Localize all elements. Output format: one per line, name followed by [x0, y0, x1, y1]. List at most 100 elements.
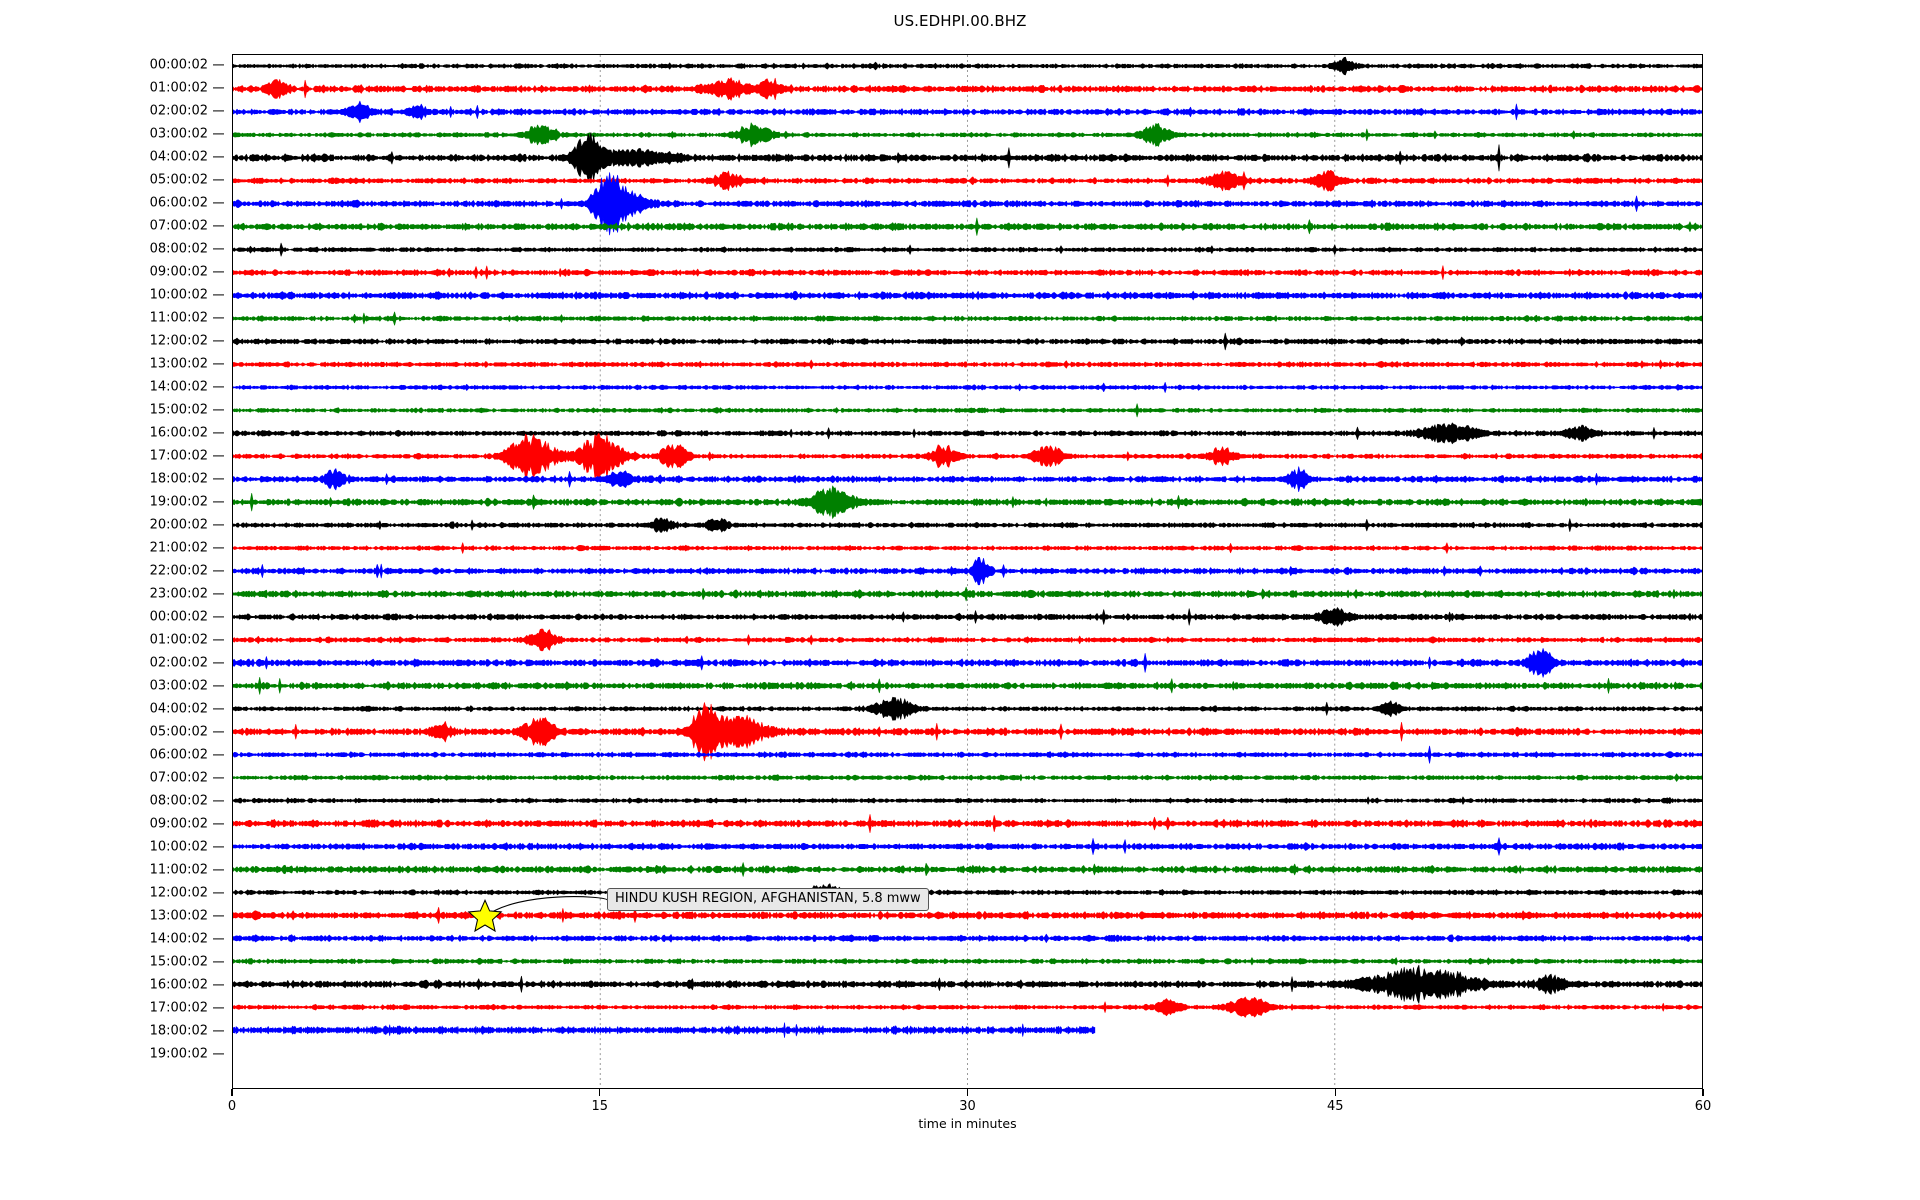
waveform-trace [233, 796, 1702, 805]
y-tick-label: 18:00:02 [149, 471, 208, 487]
waveform-trace [233, 290, 1702, 301]
y-tick-mark [213, 869, 224, 871]
waveform-trace [233, 996, 1702, 1018]
waveform-trace [233, 100, 1702, 124]
x-tick-mark [231, 1089, 233, 1096]
y-tick-mark [213, 340, 224, 342]
y-tick-mark [213, 708, 224, 710]
waveform-trace [233, 542, 1702, 554]
y-tick-label: 07:00:02 [149, 218, 208, 234]
y-tick-label: 10:00:02 [149, 839, 208, 855]
waveform-trace [233, 837, 1702, 856]
waveform-trace [233, 122, 1702, 148]
y-tick-mark [213, 662, 224, 664]
y-tick-label: 14:00:02 [149, 379, 208, 395]
y-tick-mark [213, 961, 224, 963]
y-tick-label: 15:00:02 [149, 954, 208, 970]
y-tick-mark [213, 501, 224, 503]
x-tick-label: 15 [591, 1099, 609, 1114]
y-tick-label: 13:00:02 [149, 908, 208, 924]
y-tick-mark [213, 271, 224, 273]
y-tick-mark [213, 846, 224, 848]
y-tick-label: 02:00:02 [149, 655, 208, 671]
waveform-trace [233, 242, 1702, 257]
y-tick-label: 11:00:02 [149, 310, 208, 326]
waveform-trace [233, 169, 1702, 192]
y-tick-label: 22:00:02 [149, 563, 208, 579]
y-tick-label: 17:00:02 [149, 448, 208, 464]
x-tick-mark [599, 1089, 601, 1096]
y-tick-label: 08:00:02 [149, 241, 208, 257]
y-tick-label: 09:00:02 [149, 816, 208, 832]
y-tick-label: 06:00:02 [149, 195, 208, 211]
y-tick-mark [213, 432, 224, 434]
y-tick-mark [213, 133, 224, 135]
y-tick-label: 17:00:02 [149, 1000, 208, 1016]
y-tick-label: 10:00:02 [149, 287, 208, 303]
y-tick-label: 06:00:02 [149, 747, 208, 763]
y-tick-mark [213, 754, 224, 756]
y-tick-label: 09:00:02 [149, 264, 208, 280]
waveform-trace [233, 311, 1702, 326]
y-tick-label: 14:00:02 [149, 931, 208, 947]
waveform-trace [233, 906, 1702, 924]
waveform-trace [233, 172, 1702, 236]
y-tick-label: 03:00:02 [149, 126, 208, 142]
waveform-trace [233, 432, 1702, 480]
y-tick-label: 08:00:02 [149, 793, 208, 809]
waveform-trace [233, 607, 1702, 627]
plot-area [232, 54, 1703, 1089]
y-tick-mark [213, 386, 224, 388]
y-tick-mark [213, 202, 224, 204]
y-tick-mark [213, 915, 224, 917]
x-tick-mark [966, 1089, 969, 1096]
waveform-trace [233, 77, 1702, 101]
y-tick-mark [213, 225, 224, 227]
waveform-traces [233, 55, 1702, 1088]
y-tick-mark [213, 87, 224, 89]
waveform-trace [233, 556, 1702, 586]
y-tick-label: 15:00:02 [149, 402, 208, 418]
y-tick-mark [213, 455, 224, 457]
y-tick-label: 01:00:02 [149, 80, 208, 96]
y-tick-label: 03:00:02 [149, 678, 208, 694]
y-tick-mark [213, 892, 224, 894]
waveform-trace [233, 517, 1702, 533]
waveform-trace [233, 677, 1702, 695]
y-tick-mark [213, 823, 224, 825]
waveform-trace [233, 332, 1702, 351]
y-tick-mark [213, 1030, 224, 1032]
waveform-trace [233, 466, 1702, 493]
waveform-trace [233, 862, 1702, 877]
x-tick-mark [1334, 1089, 1336, 1096]
waveform-trace [233, 628, 1702, 652]
y-tick-label: 04:00:02 [149, 149, 208, 165]
y-tick-label: 05:00:02 [149, 172, 208, 188]
y-tick-mark [213, 317, 224, 319]
y-tick-mark [213, 179, 224, 181]
y-tick-label: 05:00:02 [149, 724, 208, 740]
y-tick-mark [213, 478, 224, 480]
earthquake-star-icon [467, 898, 502, 933]
y-tick-mark [213, 524, 224, 526]
waveform-trace [233, 696, 1702, 721]
x-tick-label: 30 [959, 1099, 976, 1114]
waveform-trace [233, 586, 1702, 602]
waveform-trace [233, 964, 1702, 1004]
waveform-trace [233, 359, 1702, 370]
y-tick-label: 00:00:02 [149, 57, 208, 73]
waveform-trace [233, 422, 1702, 445]
waveform-trace [233, 814, 1702, 833]
waveform-trace [233, 957, 1702, 966]
y-tick-label: 04:00:02 [149, 701, 208, 717]
y-tick-mark [213, 685, 224, 687]
waveform-trace [233, 403, 1702, 418]
x-tick-label: 60 [1694, 1099, 1712, 1114]
page-title: US.EDHPI.00.BHZ [893, 12, 1027, 30]
y-axis: 00:00:02 01:00:02 02:00:02 03:00:02 04:00:02… [0, 54, 232, 1089]
y-tick-mark [213, 731, 224, 733]
waveform-trace [233, 773, 1702, 782]
waveform-trace [233, 132, 1702, 184]
y-tick-mark [213, 800, 224, 802]
